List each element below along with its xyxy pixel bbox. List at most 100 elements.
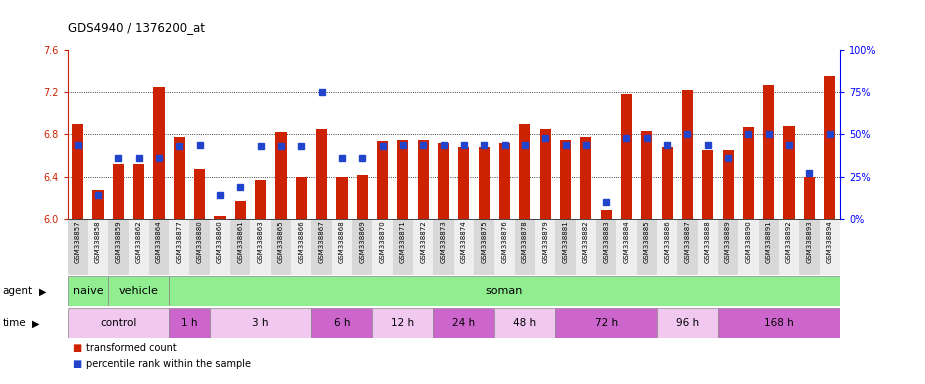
Text: GSM338858: GSM338858	[95, 220, 101, 263]
Bar	[661, 147, 672, 219]
Text: GSM338859: GSM338859	[116, 220, 121, 263]
Text: GSM338874: GSM338874	[461, 220, 467, 263]
Bar	[291, 219, 312, 275]
Bar	[210, 308, 312, 338]
Bar	[804, 177, 815, 219]
Bar	[499, 143, 510, 219]
Bar	[758, 219, 779, 275]
Bar	[458, 147, 470, 219]
Text: GSM338887: GSM338887	[684, 220, 690, 263]
Text: 168 h: 168 h	[764, 318, 794, 328]
Bar	[596, 219, 616, 275]
Text: GSM338890: GSM338890	[746, 220, 751, 263]
Text: GSM338885: GSM338885	[644, 220, 649, 263]
Text: GSM338862: GSM338862	[136, 220, 142, 263]
Bar	[337, 177, 348, 219]
Bar	[641, 131, 652, 219]
Bar	[600, 210, 611, 219]
Bar	[494, 219, 514, 275]
Bar	[352, 219, 373, 275]
Bar	[417, 140, 429, 219]
Bar	[312, 219, 332, 275]
Text: transformed count: transformed count	[86, 343, 177, 353]
Bar	[453, 219, 474, 275]
Bar	[718, 308, 840, 338]
Bar	[235, 201, 246, 219]
Bar	[129, 219, 149, 275]
Bar	[169, 308, 210, 338]
Bar	[763, 85, 774, 219]
Text: percentile rank within the sample: percentile rank within the sample	[86, 359, 251, 369]
Bar	[779, 219, 799, 275]
Text: GSM338857: GSM338857	[75, 220, 80, 263]
Bar	[621, 94, 632, 219]
Bar	[68, 308, 169, 338]
Text: GSM338894: GSM338894	[827, 220, 832, 263]
Bar	[154, 87, 165, 219]
Bar	[494, 308, 555, 338]
Text: ■: ■	[72, 343, 81, 353]
Text: control: control	[100, 318, 137, 328]
Text: soman: soman	[486, 286, 524, 296]
Text: GSM338866: GSM338866	[298, 220, 304, 263]
Bar	[434, 219, 453, 275]
Bar	[88, 219, 108, 275]
Bar	[393, 219, 413, 275]
Text: GSM338882: GSM338882	[583, 220, 589, 263]
Bar	[92, 190, 104, 219]
Text: GSM338892: GSM338892	[786, 220, 792, 263]
Bar	[738, 219, 758, 275]
Text: GSM338888: GSM338888	[705, 220, 710, 263]
Bar	[514, 219, 535, 275]
Bar	[312, 308, 373, 338]
Text: GSM338871: GSM338871	[400, 220, 406, 263]
Text: 1 h: 1 h	[181, 318, 198, 328]
Bar	[373, 219, 393, 275]
Text: naive: naive	[72, 286, 104, 296]
Bar	[194, 169, 205, 219]
Bar	[398, 140, 409, 219]
Bar	[697, 219, 718, 275]
Bar	[72, 124, 83, 219]
Text: GSM338878: GSM338878	[522, 220, 528, 263]
Text: vehicle: vehicle	[118, 286, 158, 296]
Bar	[820, 219, 840, 275]
Text: 48 h: 48 h	[513, 318, 536, 328]
Bar	[68, 219, 88, 275]
Text: GSM338883: GSM338883	[603, 220, 610, 263]
Text: GSM338889: GSM338889	[725, 220, 731, 263]
Text: GSM338863: GSM338863	[258, 220, 264, 263]
Bar	[108, 219, 129, 275]
Bar	[677, 219, 697, 275]
Text: GSM338875: GSM338875	[481, 220, 487, 263]
Bar	[133, 164, 144, 219]
Text: 72 h: 72 h	[595, 318, 618, 328]
Bar	[169, 276, 840, 306]
Text: GSM338877: GSM338877	[177, 220, 182, 263]
Bar	[210, 219, 230, 275]
Bar	[539, 129, 550, 219]
Bar	[373, 308, 434, 338]
Bar	[657, 219, 677, 275]
Text: GSM338860: GSM338860	[217, 220, 223, 263]
Bar	[824, 76, 835, 219]
Bar	[251, 219, 271, 275]
Text: ▶: ▶	[39, 286, 46, 296]
Text: agent: agent	[3, 286, 33, 296]
Bar	[616, 219, 636, 275]
Bar	[519, 124, 530, 219]
Bar	[332, 219, 352, 275]
Bar	[575, 219, 596, 275]
Bar	[799, 219, 820, 275]
Bar	[783, 126, 795, 219]
Text: GSM338865: GSM338865	[278, 220, 284, 263]
Text: time: time	[3, 318, 27, 328]
Text: GSM338873: GSM338873	[440, 220, 447, 263]
Bar	[535, 219, 555, 275]
Text: GSM338868: GSM338868	[339, 220, 345, 263]
Bar	[743, 127, 754, 219]
Bar	[113, 164, 124, 219]
Text: 12 h: 12 h	[391, 318, 414, 328]
Text: GSM338879: GSM338879	[542, 220, 549, 263]
Bar	[169, 219, 190, 275]
